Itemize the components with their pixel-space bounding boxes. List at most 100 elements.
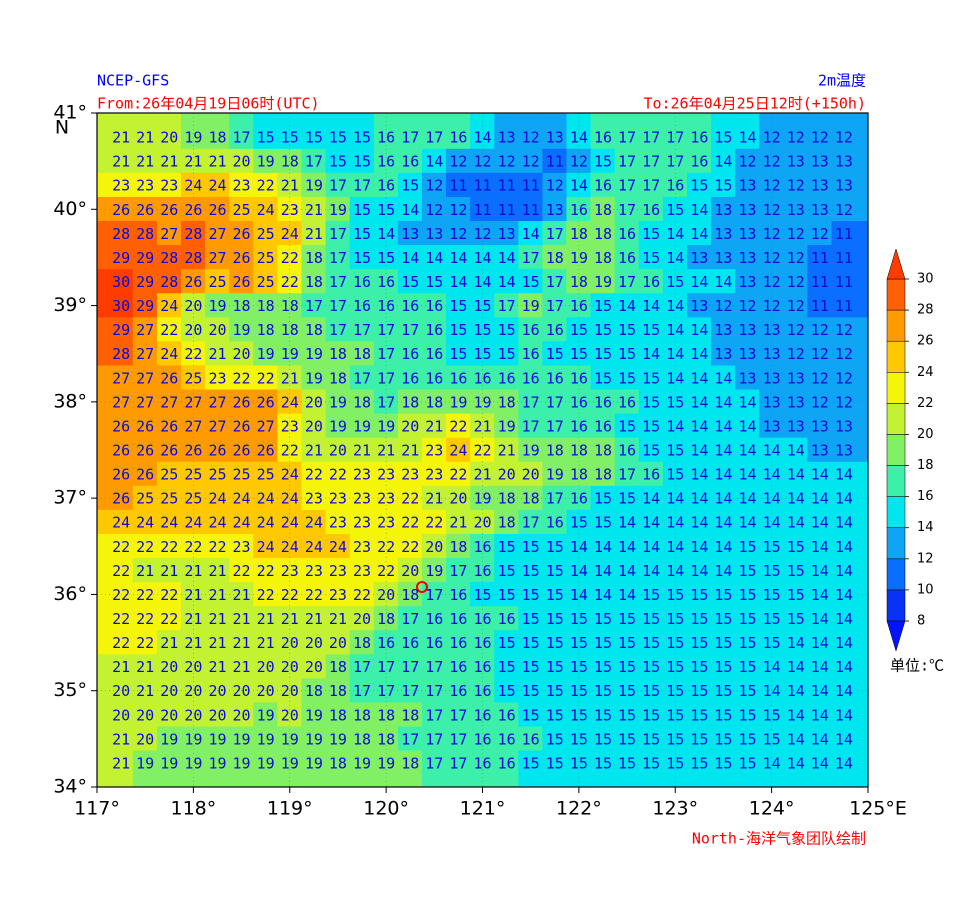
field-cell bbox=[156, 148, 182, 174]
grid-value: 17 bbox=[449, 730, 467, 748]
grid-value: 16 bbox=[473, 706, 491, 724]
grid-value: 15 bbox=[714, 610, 732, 628]
grid-value: 15 bbox=[666, 393, 684, 411]
grid-value: 14 bbox=[787, 514, 805, 532]
grid-value: 24 bbox=[281, 490, 299, 508]
field-cell bbox=[735, 558, 760, 583]
field-cell bbox=[205, 245, 230, 270]
grid-value: 15 bbox=[618, 706, 636, 724]
grid-value: 15 bbox=[570, 682, 588, 700]
field-cell bbox=[96, 582, 134, 607]
field-cell bbox=[132, 148, 158, 174]
grid-value: 27 bbox=[136, 369, 154, 387]
grid-value: 14 bbox=[666, 249, 684, 267]
grid-value: 14 bbox=[787, 754, 805, 772]
grid-value: 17 bbox=[618, 129, 636, 147]
field-cell bbox=[397, 365, 423, 391]
grid-value: 22 bbox=[257, 177, 275, 195]
grid-value: 16 bbox=[498, 610, 516, 628]
colorbar-label: 20 bbox=[917, 427, 934, 442]
grid-value: 16 bbox=[449, 634, 467, 652]
grid-value: 14 bbox=[763, 442, 781, 460]
grid-value: 15 bbox=[546, 730, 564, 748]
field-cell bbox=[132, 558, 158, 583]
field-cell bbox=[807, 221, 833, 246]
colorbar: 8 10 12 14 16 18 20 22 24 26 28 30 bbox=[886, 248, 934, 652]
grid-value: 15 bbox=[377, 201, 395, 219]
grid-value: 15 bbox=[618, 682, 636, 700]
grid-value: 17 bbox=[618, 153, 636, 171]
grid-value: 16 bbox=[353, 273, 371, 291]
field-cell bbox=[711, 221, 736, 246]
grid-value: 18 bbox=[401, 754, 419, 772]
grid-value: 15 bbox=[642, 706, 660, 724]
grid-value: 14 bbox=[690, 201, 708, 219]
grid-value: 12 bbox=[787, 321, 805, 339]
grid-value: 17 bbox=[329, 321, 347, 339]
field-cell bbox=[421, 341, 447, 367]
grid-value: 14 bbox=[666, 562, 684, 580]
grid-value: 22 bbox=[112, 610, 130, 628]
grid-value: 27 bbox=[136, 321, 154, 339]
field-cell bbox=[831, 148, 869, 174]
grid-value: 21 bbox=[208, 634, 226, 652]
grid-value: 15 bbox=[570, 706, 588, 724]
grid-value: 17 bbox=[353, 658, 371, 676]
grid-value: 13 bbox=[714, 345, 732, 363]
colorbar-label: 14 bbox=[917, 520, 934, 535]
grid-value: 16 bbox=[401, 634, 419, 652]
grid-value: 22 bbox=[112, 586, 130, 604]
field-cell bbox=[205, 509, 230, 535]
grid-value: 20 bbox=[281, 682, 299, 700]
grid-value: 23 bbox=[329, 586, 347, 604]
grid-value: 28 bbox=[184, 225, 202, 243]
grid-value: 15 bbox=[522, 610, 540, 628]
grid-value: 19 bbox=[305, 345, 323, 363]
grid-value: 15 bbox=[690, 634, 708, 652]
field-cell bbox=[711, 196, 736, 222]
grid-value: 15 bbox=[546, 586, 564, 604]
grid-value: 19 bbox=[305, 177, 323, 195]
field-cell bbox=[614, 413, 640, 439]
field-cell bbox=[96, 413, 134, 439]
grid-value: 18 bbox=[449, 538, 467, 556]
grid-value: 12 bbox=[449, 225, 467, 243]
grid-value: 12 bbox=[787, 225, 805, 243]
field-cell bbox=[566, 533, 592, 559]
grid-value: 24 bbox=[112, 514, 130, 532]
field-cell bbox=[446, 172, 471, 198]
grid-value: 15 bbox=[473, 586, 491, 604]
grid-value: 15 bbox=[522, 682, 540, 700]
grid-value: 19 bbox=[449, 393, 467, 411]
field-cell bbox=[783, 341, 809, 367]
field-cell bbox=[181, 461, 206, 487]
grid-value: 29 bbox=[136, 273, 154, 291]
source-label: NCEP-GFS bbox=[97, 72, 169, 90]
grid-value: 21 bbox=[233, 658, 251, 676]
colorbar-label: 10 bbox=[917, 582, 934, 597]
grid-value: 15 bbox=[594, 682, 612, 700]
grid-value: 14 bbox=[811, 466, 829, 484]
field-cell bbox=[614, 112, 640, 150]
grid-value: 28 bbox=[112, 225, 130, 243]
grid-value: 26 bbox=[160, 201, 178, 219]
grid-value: 19 bbox=[208, 754, 226, 772]
grid-value: 15 bbox=[690, 658, 708, 676]
grid-value: 25 bbox=[160, 466, 178, 484]
field-cell bbox=[397, 509, 423, 535]
field-cell bbox=[253, 461, 279, 487]
grid-value: 17 bbox=[233, 129, 251, 147]
grid-value: 14 bbox=[835, 538, 853, 556]
grid-value: 18 bbox=[353, 345, 371, 363]
grid-value: 20 bbox=[257, 658, 275, 676]
grid-value: 13 bbox=[787, 393, 805, 411]
field-cell bbox=[205, 269, 230, 294]
grid-value: 15 bbox=[714, 754, 732, 772]
grid-value: 16 bbox=[473, 562, 491, 580]
field-cell bbox=[421, 293, 447, 318]
field-cell bbox=[518, 196, 544, 222]
field-cell bbox=[831, 558, 869, 583]
grid-value: 15 bbox=[570, 634, 588, 652]
field-cell bbox=[711, 389, 736, 415]
grid-value: 16 bbox=[473, 658, 491, 676]
